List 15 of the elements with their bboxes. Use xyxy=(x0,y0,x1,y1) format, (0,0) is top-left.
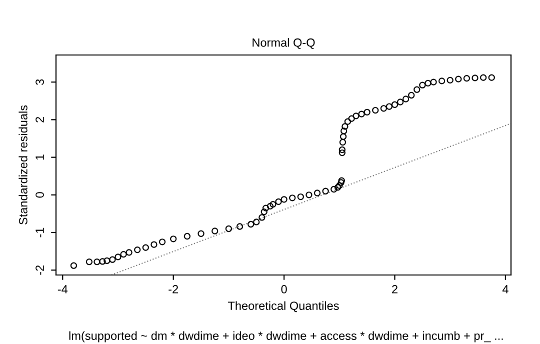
y-tick-label: -2 xyxy=(36,265,44,275)
x-axis-title: Theoretical Quantiles xyxy=(228,301,339,312)
y-tick-label: 0 xyxy=(36,192,44,198)
y-axis-title: Standardized residuals xyxy=(18,105,28,225)
x-tick-label: -4 xyxy=(58,285,68,294)
y-tick-label: -1 xyxy=(36,228,44,238)
y-tick-label: 2 xyxy=(36,116,44,122)
x-tick-label: 4 xyxy=(502,285,508,294)
x-tick-label: -2 xyxy=(168,285,178,294)
x-tick-label: 0 xyxy=(281,285,287,294)
chart-title: Normal Q-Q xyxy=(252,38,315,49)
x-tick-label: 2 xyxy=(392,285,398,294)
y-tick-label: 3 xyxy=(36,79,44,85)
y-tick-label: 1 xyxy=(36,154,44,160)
text: lm(supported ~ dm * dwdime + ideo * dwdime + access * dwdime + incumb + pr_ ... xyxy=(69,331,503,342)
